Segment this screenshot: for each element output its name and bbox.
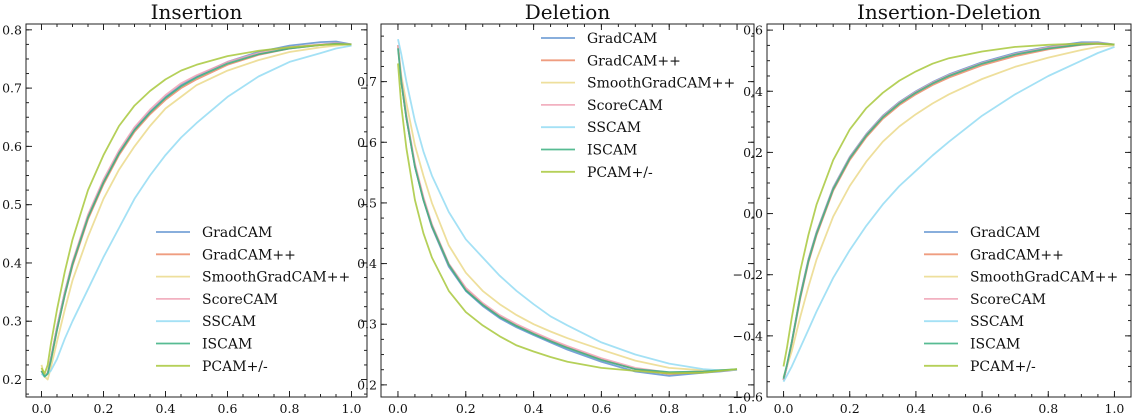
x-tick-label: 1.0	[727, 401, 747, 416]
legend-label-gradcamplusplus: GradCAM++	[202, 247, 296, 263]
y-tick-label: 0.6	[743, 23, 763, 38]
series-line-smoothgradcamplusplus	[782, 44, 1115, 378]
x-tick-label: 0.2	[456, 401, 476, 416]
series-line-iscam	[40, 42, 352, 378]
legend: GradCAM GradCAM++ SmoothGradCAM++ ScoreCAM S…	[924, 225, 1118, 375]
legend-label-pcam-pm: PCAM+/-	[970, 359, 1036, 375]
legend-label-iscam: ISCAM	[587, 143, 637, 159]
series-line-gradcamplusplus	[40, 42, 352, 378]
legend-label-scorecam: ScoreCAM	[970, 292, 1046, 308]
chart-panel-deletion: Deletion 0.0 0.2 0.4 0.6 0.8 1.0 0.2 0.3 0.4 0.5 0.…	[357, 0, 755, 416]
chart-panel-insertion: Insertion 0.0 0.2 0.4 0.6 0.8 1.0 0.2 0.3 0.4 0.5 0…	[2, 0, 368, 416]
legend-label-pcam-pm: PCAM+/-	[587, 165, 653, 181]
legend-label-gradcamplusplus: GradCAM++	[587, 53, 681, 69]
legend-label-gradcam: GradCAM	[202, 225, 272, 241]
x-tick-label: 0.8	[1038, 401, 1058, 416]
legend-label-scorecam: ScoreCAM	[202, 292, 278, 308]
legend: GradCAM GradCAM++ SmoothGradCAM++ ScoreCAM S…	[156, 225, 350, 375]
x-tick-label: 0.0	[774, 401, 794, 416]
legend-label-sscam: SSCAM	[587, 120, 641, 136]
y-tick-label: 0.8	[2, 22, 22, 37]
y-tick-label: 0.2	[743, 145, 763, 160]
series-lines	[397, 39, 738, 377]
series-line-scorecam	[397, 45, 738, 374]
x-tick-label: 0.2	[840, 401, 860, 416]
chart-title: Insertion	[151, 0, 243, 24]
legend-label-pcam-pm: PCAM+/-	[202, 359, 268, 375]
x-tick-label: 0.4	[906, 401, 926, 416]
series-line-gradcam	[40, 40, 352, 378]
plot-frame	[766, 23, 1132, 398]
series-line-pcam-pm	[397, 63, 738, 375]
x-tick-label: 0.2	[94, 401, 114, 416]
legend-label-iscam: ISCAM	[970, 337, 1020, 353]
legend-label-scorecam: ScoreCAM	[587, 98, 663, 114]
y-tick-label: 0.0	[743, 206, 763, 221]
y-tick-label: 0.5	[2, 197, 22, 212]
x-tick-label: 0.4	[156, 401, 176, 416]
legend-label-gradcam: GradCAM	[970, 225, 1040, 241]
y-tick-label: 0.3	[2, 314, 22, 329]
series-line-gradcam	[782, 41, 1115, 381]
legend-label-smoothgradcamplusplus: SmoothGradCAM++	[970, 270, 1118, 286]
series-line-pcam-pm	[40, 43, 352, 375]
y-tick-label: 0.6	[357, 135, 377, 150]
legend-label-gradcam: GradCAM	[587, 31, 657, 47]
x-tick-label: 0.8	[659, 401, 679, 416]
series-line-iscam	[397, 48, 738, 374]
series-line-sscam	[40, 44, 352, 378]
legend: GradCAM GradCAM++ SmoothGradCAM++ ScoreCAM S…	[541, 31, 735, 181]
x-tick-label: 1.0	[342, 401, 362, 416]
y-tick-label: −0.6	[733, 390, 763, 405]
y-tick-label: 0.4	[2, 255, 22, 270]
series-lines	[782, 41, 1115, 383]
y-tick-label: −0.4	[733, 328, 763, 343]
x-tick-label: 0.6	[591, 401, 611, 416]
series-lines	[40, 40, 352, 381]
y-tick-label: 0.7	[357, 74, 377, 89]
legend-label-sscam: SSCAM	[970, 314, 1024, 330]
y-tick-label: 0.2	[357, 377, 377, 392]
x-tick-label: 0.4	[524, 401, 544, 416]
chart-title: Deletion	[525, 0, 611, 24]
chart-panel-insertion-deletion: Insertion-Deletion 0.0 0.2 0.4 0.6 0.8 1.0 −0.6…	[733, 0, 1132, 416]
chart-title: Insertion-Deletion	[857, 0, 1041, 24]
x-tick-label: 1.0	[1105, 401, 1125, 416]
y-tick-label: 0.4	[357, 256, 377, 271]
y-tick-label: 0.3	[357, 317, 377, 332]
y-tick-label: 0.5	[357, 195, 377, 210]
series-line-iscam	[782, 42, 1115, 379]
y-tick-label: 0.4	[743, 84, 763, 99]
x-tick-label: 0.6	[218, 401, 238, 416]
legend-label-smoothgradcamplusplus: SmoothGradCAM++	[202, 270, 350, 286]
x-tick-label: 0.0	[388, 401, 408, 416]
series-line-scorecam	[40, 42, 352, 378]
legend-label-iscam: ISCAM	[202, 337, 252, 353]
series-line-smoothgradcamplusplus	[397, 45, 738, 372]
y-tick-label: 0.6	[2, 139, 22, 154]
x-tick-label: 0.0	[32, 401, 52, 416]
legend-label-gradcamplusplus: GradCAM++	[970, 247, 1064, 263]
series-line-sscam	[397, 39, 738, 372]
x-tick-label: 0.8	[280, 401, 300, 416]
legend-label-smoothgradcamplusplus: SmoothGradCAM++	[587, 76, 735, 92]
series-line-pcam-pm	[782, 42, 1115, 367]
y-tick-label: 0.2	[2, 372, 22, 387]
series-line-smoothgradcamplusplus	[40, 43, 352, 381]
legend-label-sscam: SSCAM	[202, 314, 256, 330]
series-line-sscam	[782, 46, 1115, 383]
y-tick-label: −0.2	[733, 267, 763, 282]
y-tick-label: 0.7	[2, 81, 22, 96]
x-tick-label: 0.6	[972, 401, 992, 416]
